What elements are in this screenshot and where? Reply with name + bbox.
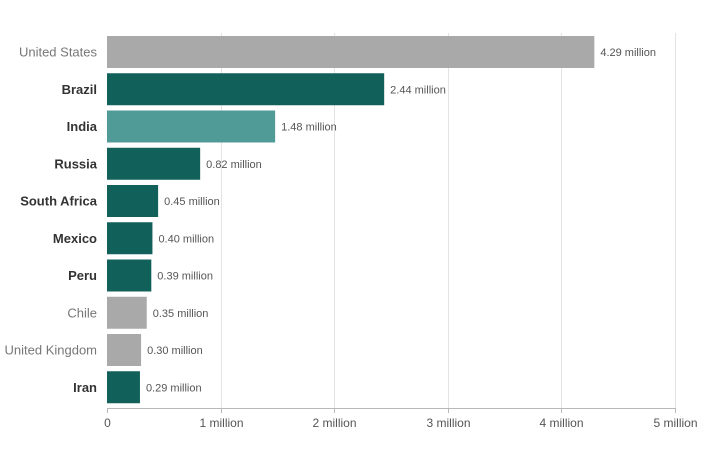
value-label: 2.44 million: [390, 84, 446, 96]
category-label: Mexico: [53, 231, 97, 246]
x-tick-label: 2 million: [312, 416, 356, 430]
bar: [107, 334, 142, 366]
x-tick-label: 5 million: [653, 416, 697, 430]
category-label: India: [67, 119, 98, 134]
value-label: 0.30 million: [147, 345, 203, 357]
x-tick-label: 3 million: [426, 416, 470, 430]
value-label: 0.45 million: [164, 196, 220, 208]
category-label: Brazil: [62, 82, 97, 97]
bar: [107, 371, 140, 404]
value-label: 0.82 million: [206, 159, 262, 171]
category-label: Iran: [73, 380, 97, 395]
bar: [107, 185, 159, 217]
value-label: 4.29 million: [600, 47, 656, 59]
x-axis: 0 1 million 2 million 3 million 4 million 5 m…: [104, 408, 698, 430]
x-tick-label: 0: [104, 416, 111, 430]
category-label: United States: [19, 45, 98, 60]
category-label: Peru: [68, 268, 97, 283]
bar: [107, 222, 153, 255]
bar: [107, 259, 152, 292]
category-label: Russia: [54, 156, 97, 171]
value-label: 0.40 million: [158, 233, 214, 245]
value-label: 0.35 million: [153, 308, 209, 320]
category-label: United Kingdom: [5, 343, 98, 358]
bar: [107, 147, 201, 180]
bars: [107, 36, 595, 404]
category-labels: United States Brazil India Russia South Afri…: [5, 45, 98, 395]
bar: [107, 36, 595, 68]
value-label: 1.48 million: [281, 122, 337, 134]
bar: [107, 110, 276, 143]
value-label: 0.39 million: [157, 271, 213, 283]
value-label: 0.29 million: [146, 382, 202, 394]
category-label: South Africa: [20, 194, 98, 209]
x-tick-label: 4 million: [539, 416, 583, 430]
category-label: Chile: [67, 305, 97, 320]
bar: [107, 296, 147, 329]
x-tick-label: 1 million: [199, 416, 243, 430]
value-labels: 4.29 million 2.44 million 1.48 million 0.82…: [146, 47, 656, 394]
bar: [107, 73, 385, 106]
